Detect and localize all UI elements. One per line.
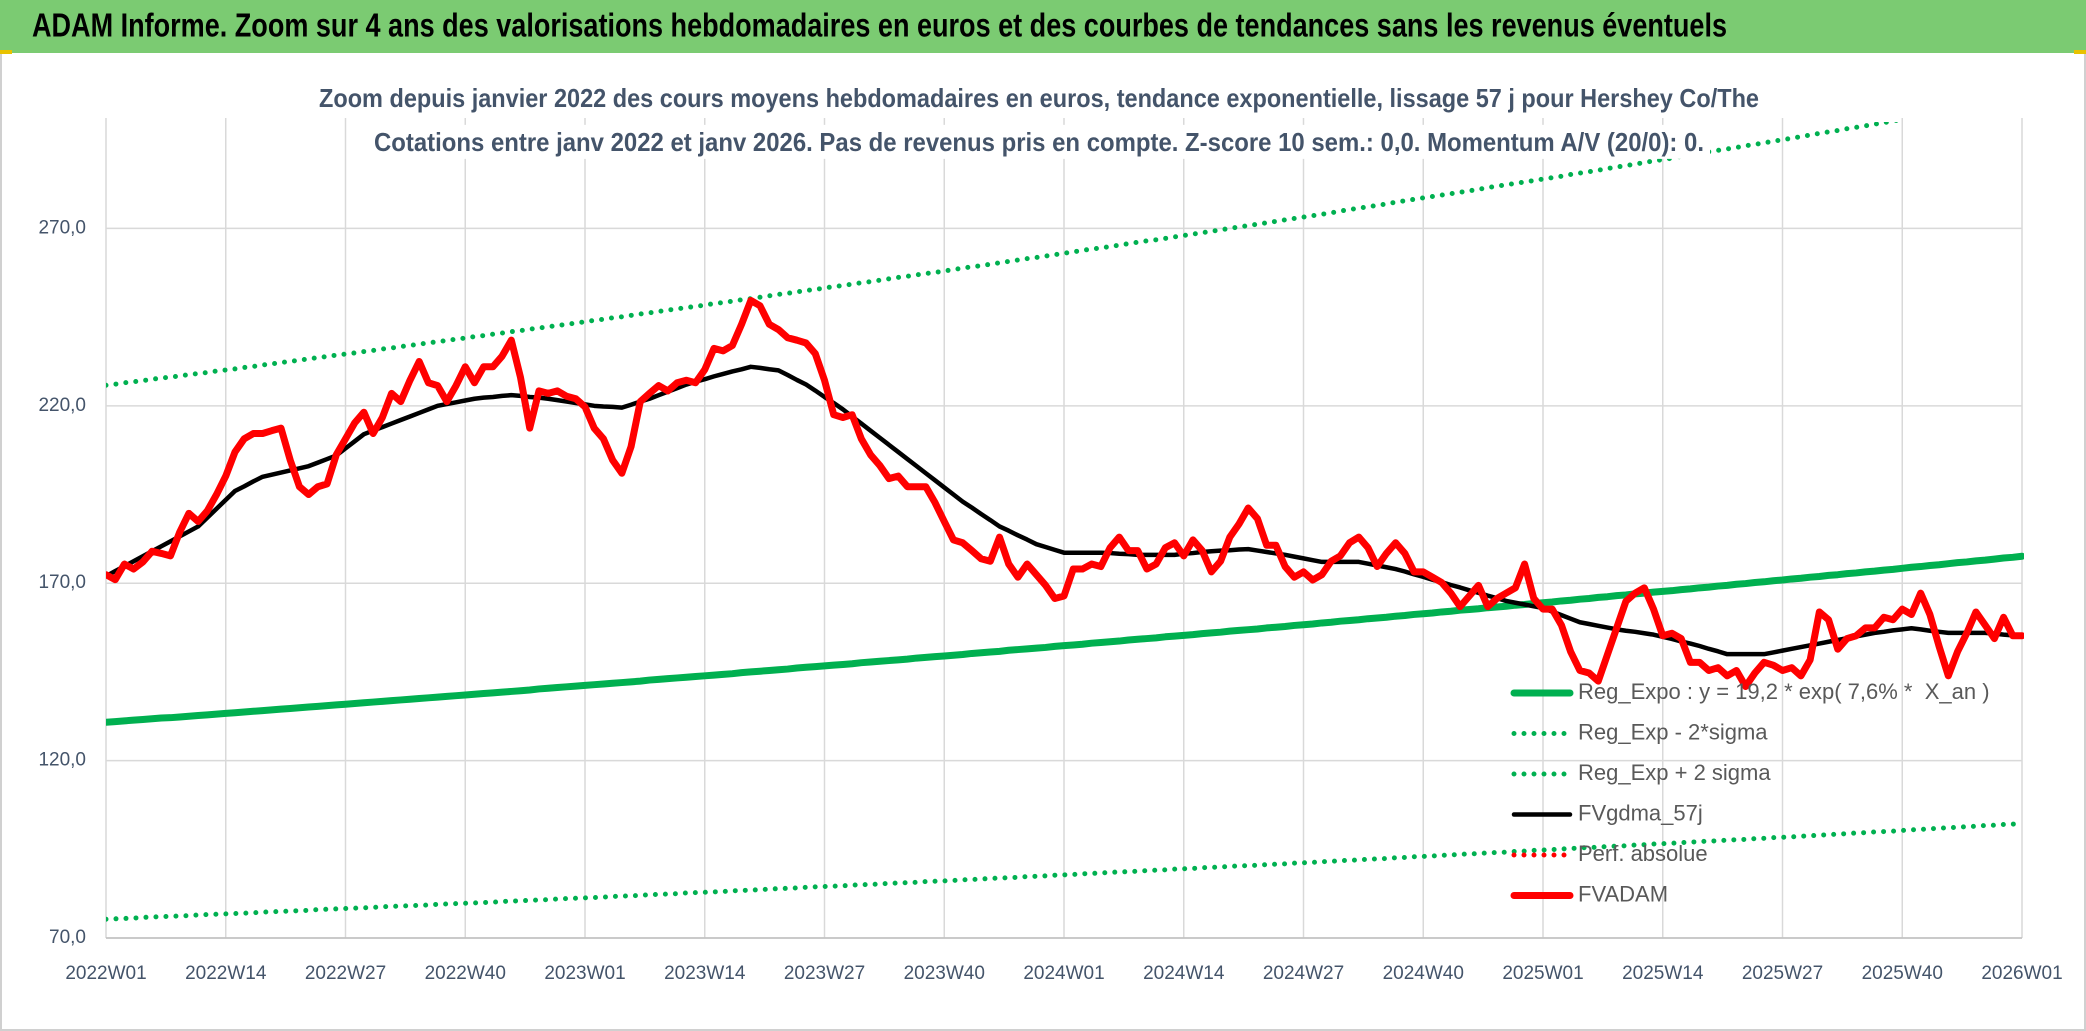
x-tick-label: 2024W14 [1143,963,1225,984]
series-line [106,122,1903,388]
legend-label: FVgdma_57j [1578,800,1703,825]
series-line [106,820,2024,922]
y-tick-label: 220,0 [38,395,86,416]
series-line [106,552,2024,726]
x-tick-label: 2025W01 [1502,963,1583,984]
series-line [106,364,2024,657]
chart-titles: Zoom depuis janvier 2022 des cours moyen… [313,80,1765,159]
x-tick-label: 2024W27 [1263,963,1344,984]
x-tick-label: 2023W27 [784,963,865,984]
x-tick-label: 2022W14 [185,963,267,984]
x-tick-label: 2023W01 [544,963,625,984]
banner-corner [0,50,12,54]
y-tick-label: 70,0 [49,927,86,948]
chart-subtitle: Cotations entre janv 2022 et janv 2026. … [374,127,1704,157]
banner-corner [2074,50,2086,54]
x-tick-label: 2023W14 [664,963,746,984]
banner-title: ADAM Informe. Zoom sur 4 ans des valoris… [32,7,1727,44]
y-tick-label: 120,0 [38,750,86,771]
legend-label: FVADAM [1578,881,1668,906]
grid: 70,0 120,0 170,0 220,0 270,0 2022W01 2022W14 20… [38,118,2063,984]
x-tick-label: 2025W27 [1742,963,1823,984]
x-tick-label: 2024W40 [1383,963,1464,984]
chart-title: Zoom depuis janvier 2022 des cours moyen… [319,83,1759,113]
legend-label: Perf. absolue [1578,841,1708,866]
x-tick-label: 2023W40 [904,963,985,984]
banner [0,0,2086,53]
x-tick-label: 2022W40 [425,963,506,984]
legend: Reg_Expo : y = 19,2 * exp( 7,6% * X_an )… [1510,679,1990,906]
x-tick-label: 2022W27 [305,963,386,984]
legend-label: Reg_Expo : y = 19,2 * exp( 7,6% * X_an ) [1578,679,1990,704]
legend-label: Reg_Exp + 2 sigma [1578,760,1771,785]
series-group [106,122,2024,922]
y-tick-label: 270,0 [38,217,86,238]
series-line [106,296,2024,690]
x-tick-label: 2025W40 [1862,963,1943,984]
x-tick-label: 2025W14 [1622,963,1704,984]
x-tick-label: 2026W01 [1981,963,2062,984]
title-background [368,124,1710,159]
legend-label: Reg_Exp - 2*sigma [1578,719,1768,744]
title-background [313,80,1765,115]
x-tick-label: 2022W01 [65,963,146,984]
y-tick-label: 170,0 [38,572,86,593]
x-tick-label: 2024W01 [1023,963,1104,984]
